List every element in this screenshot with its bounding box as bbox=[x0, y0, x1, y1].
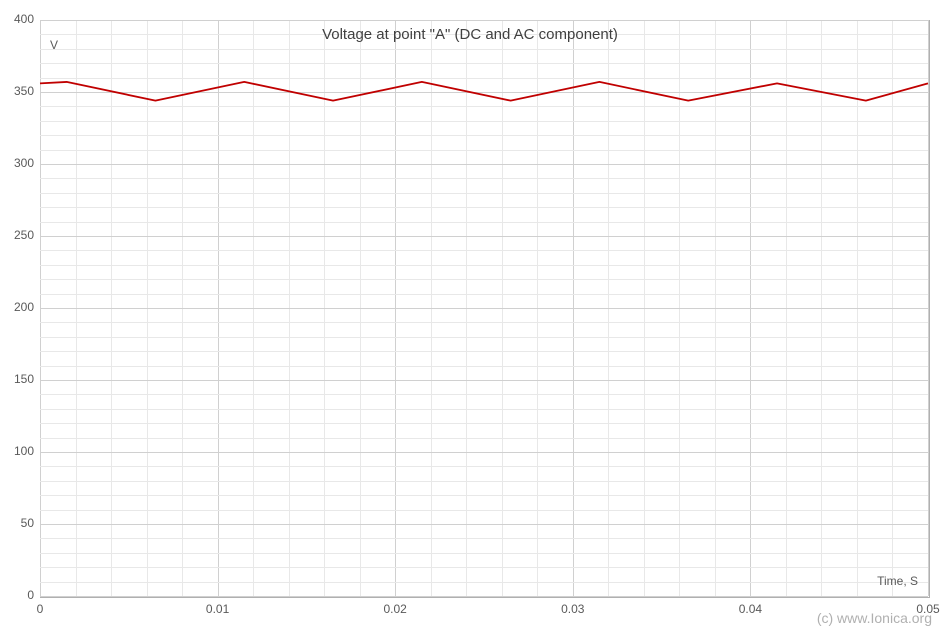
voltage-series bbox=[0, 0, 940, 630]
attribution-text: (c) www.Ionica.org bbox=[817, 610, 932, 626]
